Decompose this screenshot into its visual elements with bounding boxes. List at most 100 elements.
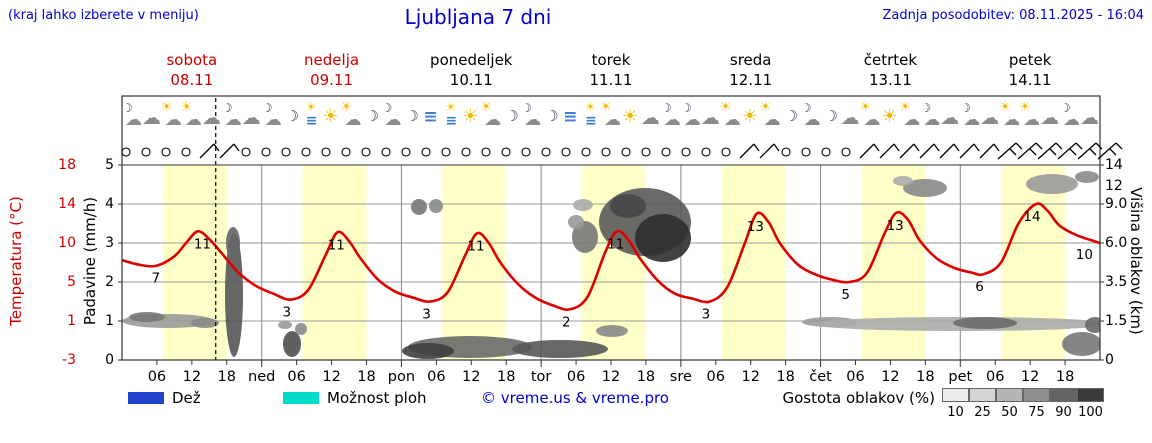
temp-tick: 10 bbox=[58, 235, 76, 251]
mooncloud-icon: ☽ ☁ bbox=[261, 101, 282, 130]
moon-icon: ☽ bbox=[365, 107, 379, 125]
fog-icon: ≡ bbox=[423, 107, 438, 127]
suncloud-icon: ☀ ☁ bbox=[180, 100, 202, 130]
suncloud-icon: ☀ ☁ bbox=[899, 100, 921, 130]
day-header-nedelja: nedelja 09.11 bbox=[262, 50, 402, 90]
temp-tick: 18 bbox=[58, 157, 76, 173]
sun-icon: ☀ bbox=[322, 106, 339, 127]
svg-text:06: 06 bbox=[567, 369, 585, 385]
mooncloud-icon: ☽ ☁ bbox=[960, 101, 981, 130]
temp-axis-label: Temperatura (°C) bbox=[7, 196, 25, 326]
precip-axis-label: Padavine (mm/h) bbox=[81, 196, 99, 326]
svg-text:06: 06 bbox=[986, 369, 1004, 385]
svg-text:12: 12 bbox=[741, 369, 759, 385]
suncloud-icon: ☀ ☁ bbox=[340, 100, 362, 130]
svg-text:čet: čet bbox=[809, 369, 832, 385]
cloud-icon: ☁ bbox=[1040, 107, 1060, 129]
sun-icon: ☀ bbox=[741, 106, 758, 127]
cloud-icon: ☁ bbox=[640, 107, 660, 129]
cloud-icon: ☁ bbox=[980, 107, 1000, 129]
precip-tick: 2 bbox=[105, 274, 114, 290]
day-name: sobota bbox=[166, 51, 218, 69]
suncloud-icon: ☀ ☁ bbox=[600, 100, 621, 130]
svg-text:06: 06 bbox=[846, 369, 864, 385]
svg-text:12: 12 bbox=[602, 369, 620, 385]
precip-tick: 5 bbox=[105, 157, 114, 173]
svg-text:14: 14 bbox=[1023, 209, 1040, 225]
density-gradient-box bbox=[969, 388, 996, 402]
wind-symbols-row bbox=[121, 142, 1123, 160]
cloud-height-tick: 14 bbox=[1105, 157, 1123, 173]
page-title: Ljubljana 7 dni bbox=[404, 5, 552, 29]
day-name: četrtek bbox=[863, 51, 918, 69]
moon-icon: ☽ bbox=[505, 107, 519, 125]
day-date: 12.11 bbox=[729, 71, 773, 89]
svg-text:12: 12 bbox=[322, 369, 340, 385]
svg-text:3: 3 bbox=[283, 305, 292, 321]
mooncloud-icon: ☽ ☁ bbox=[1060, 101, 1081, 130]
temp-tick: 14 bbox=[58, 196, 76, 212]
day-header-sobota: sobota 08.11 bbox=[122, 50, 262, 90]
moon-icon: ☽ bbox=[824, 107, 838, 125]
svg-text:18: 18 bbox=[776, 369, 794, 385]
fogsun-icon: ☀ ≡ bbox=[305, 100, 318, 129]
fog-icon: ≡ bbox=[563, 107, 578, 127]
day-name: ponedeljek bbox=[430, 51, 513, 69]
temp-tick: 1 bbox=[67, 313, 76, 329]
svg-text:13: 13 bbox=[747, 219, 764, 235]
svg-text:06: 06 bbox=[148, 369, 166, 385]
cloud-density-label: Gostota oblakov (%) bbox=[782, 389, 935, 407]
sun-icon: ☀ bbox=[462, 106, 479, 127]
density-tick-label: 25 bbox=[974, 405, 991, 420]
cloud-height-tick: 1.5 bbox=[1105, 313, 1128, 329]
precip-tick: 0 bbox=[105, 352, 114, 368]
mooncloud-icon: ☽ ☁ bbox=[121, 101, 142, 130]
suncloud-icon: ☀ ☁ bbox=[859, 100, 881, 130]
svg-text:ned: ned bbox=[248, 369, 275, 385]
svg-text:13: 13 bbox=[887, 218, 904, 234]
suncloud-icon: ☀ ☁ bbox=[480, 100, 502, 130]
svg-text:11: 11 bbox=[467, 238, 484, 254]
cloud-icon: ☁ bbox=[700, 107, 720, 129]
menu-hint: (kraj lahko izberete v meniju) bbox=[8, 8, 199, 23]
svg-text:18: 18 bbox=[1056, 369, 1074, 385]
moon-icon: ☽ bbox=[545, 107, 559, 125]
svg-text:18: 18 bbox=[637, 369, 655, 385]
precip-tick: 3 bbox=[105, 235, 114, 251]
svg-text:7: 7 bbox=[152, 271, 161, 287]
density-gradient-box bbox=[942, 388, 969, 402]
day-header-sreda: sreda 12.11 bbox=[681, 50, 821, 90]
temperature-curve bbox=[122, 202, 1100, 311]
cloud-icon: ☁ bbox=[141, 107, 161, 129]
svg-text:11: 11 bbox=[607, 236, 624, 252]
density-tick-label: 90 bbox=[1055, 405, 1072, 420]
copyright-link[interactable]: © vreme.us & vreme.pro bbox=[481, 389, 669, 407]
fogsun-icon: ☀ ≡ bbox=[445, 100, 458, 129]
cloud-height-tick: 12 bbox=[1105, 178, 1123, 194]
svg-text:3: 3 bbox=[422, 307, 431, 323]
showers-legend-label: Možnost ploh bbox=[327, 389, 427, 407]
temp-tick: 5 bbox=[67, 274, 76, 290]
cloud-icon: ☁ bbox=[940, 107, 960, 129]
svg-text:2: 2 bbox=[562, 314, 571, 330]
suncloud-icon: ☀ ☁ bbox=[999, 100, 1021, 130]
density-gradient-box bbox=[996, 388, 1023, 402]
svg-text:11: 11 bbox=[194, 236, 211, 252]
rain-legend-swatch bbox=[128, 392, 164, 404]
density-tick-label: 50 bbox=[1001, 405, 1018, 420]
svg-text:pet: pet bbox=[948, 369, 972, 385]
day-date: 14.11 bbox=[1008, 71, 1052, 89]
svg-text:18: 18 bbox=[916, 369, 934, 385]
last-update-text: Zadnja posodobitev: 08.11.2025 - 16:04 bbox=[882, 8, 1144, 23]
cloud-height-tick: 9.0 bbox=[1105, 196, 1128, 212]
day-header-ponedeljek: ponedeljek 10.11 bbox=[401, 50, 541, 90]
day-date: 08.11 bbox=[170, 71, 214, 89]
density-tick-label: 100 bbox=[1078, 405, 1103, 420]
cloud-height-tick: 3.5 bbox=[1105, 274, 1128, 290]
moon-icon: ☽ bbox=[285, 107, 300, 125]
svg-text:18: 18 bbox=[218, 369, 236, 385]
day-header-četrtek: četrtek 13.11 bbox=[821, 50, 961, 90]
showers-legend-swatch bbox=[283, 392, 319, 404]
